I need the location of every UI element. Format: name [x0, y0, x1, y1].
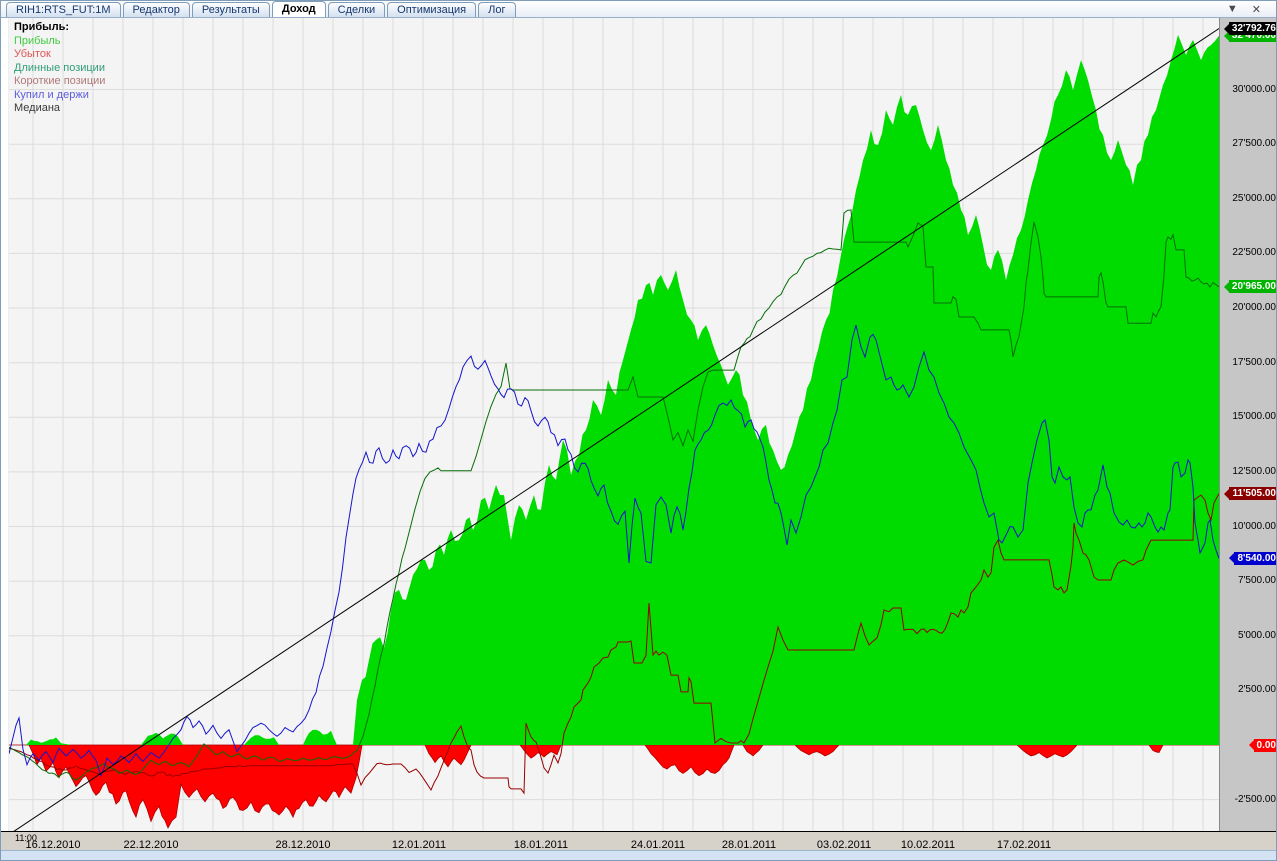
x-axis-date-label: 28.12.2010 — [275, 839, 331, 851]
badge-arrow-icon — [1248, 740, 1254, 750]
y-axis-tick: 30'000.00 — [1232, 83, 1276, 95]
y-axis-tick: 27'500.00 — [1232, 138, 1276, 150]
tab-bar-actions: ▼ ✕ — [1220, 1, 1276, 17]
series-median-line — [13, 28, 1219, 831]
y-axis-tick: 25'000.00 — [1232, 192, 1276, 204]
badge-arrow-icon — [1223, 281, 1229, 292]
badge-arrow-icon — [1224, 488, 1230, 499]
tab-лог[interactable]: Лог — [478, 2, 516, 17]
series-long-line — [9, 209, 1219, 781]
x-axis-date-label: 16.12.2010 — [25, 839, 81, 851]
bottom-status-strip — [1, 850, 1276, 860]
profit-chart-plot[interactable] — [9, 18, 1219, 831]
y-axis-tick: 15'000.00 — [1232, 411, 1276, 423]
y-axis-value-badge: 20'965.00 — [1223, 280, 1276, 294]
y-axis-tick: 2'500.00 — [1237, 684, 1276, 696]
y-axis-tick: -2'500.00 — [1234, 793, 1276, 805]
badge-arrow-icon — [1223, 30, 1229, 41]
tab-результаты[interactable]: Результаты — [191, 2, 270, 17]
x-axis-date-label: 17.02.2011 — [996, 839, 1052, 851]
tab-доход[interactable]: Доход — [271, 1, 326, 17]
y-axis-value-badge: 0.00 — [1248, 738, 1276, 752]
y-axis-tick: 20'000.00 — [1232, 302, 1276, 314]
tab-сделки[interactable]: Сделки — [327, 2, 386, 17]
tab-dropdown-icon[interactable]: ▼ — [1226, 3, 1238, 15]
x-axis-date-label: 24.01.2011 — [630, 839, 686, 851]
badge-arrow-icon — [1229, 553, 1235, 564]
y-axis-value-badge: 8'540.00 — [1229, 551, 1276, 565]
y-axis-value-badge: 32'792.76 — [1223, 22, 1276, 36]
y-axis-tick: 7'500.00 — [1237, 575, 1276, 587]
tab-редактор[interactable]: Редактор — [122, 2, 190, 17]
badge-arrow-icon — [1223, 23, 1229, 34]
y-axis-tick: 12'500.00 — [1232, 465, 1276, 477]
y-axis-tick: 22'500.00 — [1232, 247, 1276, 259]
y-axis-strip[interactable]: 30'000.00 27'500.00 25'000.00 22'500.00 20'0… — [1219, 18, 1276, 831]
x-axis-strip[interactable]: 11:00 16.12.2010 22.12.2010 28.12.2010 12.0… — [1, 831, 1276, 851]
tab-bar: RIH1:RTS_FUT:1M Редактор Результаты Доход Сд… — [1, 1, 1276, 18]
y-axis-tick: 10'000.00 — [1232, 520, 1276, 532]
y-axis-tick: 5'000.00 — [1237, 629, 1276, 641]
x-axis-date-label: 03.02.2011 — [816, 839, 872, 851]
series-short-line — [9, 493, 1219, 795]
tab-оптимизация[interactable]: Оптимизация — [387, 2, 477, 17]
series-profit-area — [9, 34, 1219, 745]
x-axis-date-label: 22.12.2010 — [123, 839, 179, 851]
y-axis-value-badge: 11'505.00 — [1224, 487, 1276, 501]
plot-left-gutter — [1, 18, 9, 831]
x-axis-time-label: 11:00 — [15, 833, 37, 843]
x-axis-date-label: 28.01.2011 — [721, 839, 777, 851]
x-axis-date-label: 18.01.2011 — [513, 839, 569, 851]
x-axis-date-label: 12.01.2011 — [391, 839, 447, 851]
y-axis-tick: 17'500.00 — [1232, 356, 1276, 368]
series-buyhold-line — [9, 324, 1219, 778]
x-axis-date-label: 10.02.2011 — [900, 839, 956, 851]
close-icon[interactable]: ✕ — [1251, 3, 1261, 16]
tab-rih1-rts-fut-1m[interactable]: RIH1:RTS_FUT:1M — [6, 2, 121, 17]
